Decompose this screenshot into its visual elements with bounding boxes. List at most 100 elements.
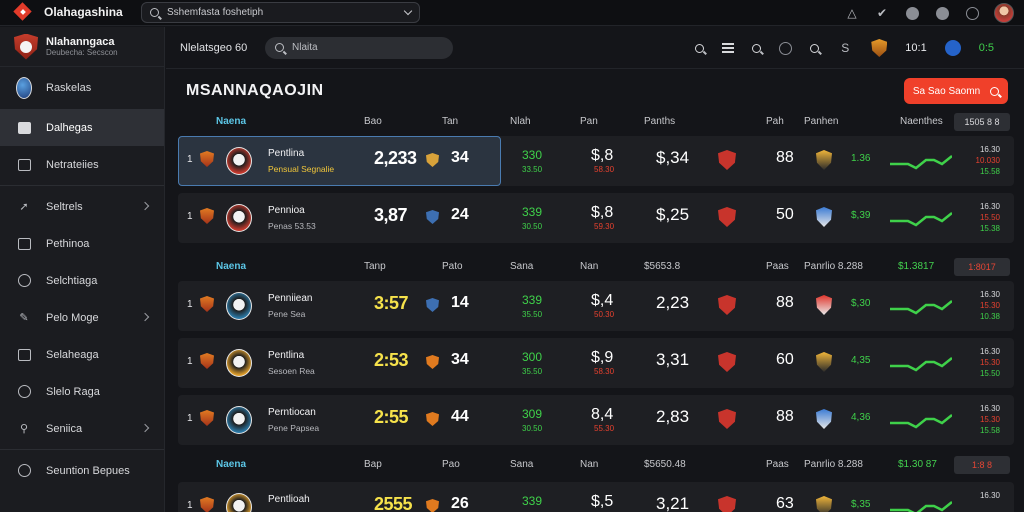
messages-icon[interactable] bbox=[934, 5, 950, 21]
header-col-5[interactable]: Pan bbox=[580, 116, 598, 127]
header-col-6[interactable]: $5650.48 bbox=[644, 459, 686, 470]
row-rank: 1 bbox=[187, 500, 193, 511]
header-name[interactable]: Naena bbox=[216, 459, 247, 470]
sidebar-item-7[interactable]: ✎ Pelo Moge bbox=[0, 299, 164, 336]
document-icon bbox=[16, 347, 32, 363]
table-row[interactable]: 1 Pentlina Pensual Segnalie 2,233 34 330… bbox=[178, 136, 1014, 186]
row-rank: 1 bbox=[187, 356, 193, 367]
header-col-9[interactable]: $1.30 87 bbox=[898, 459, 937, 470]
column-header-row: Naena Bao Tan Nlah Pan Panths Pah Panhen… bbox=[178, 111, 1014, 133]
team-subtitle: Pensual Segnalie bbox=[268, 164, 335, 174]
header-col-2[interactable]: Bao bbox=[364, 116, 382, 127]
header-more-button[interactable]: 1:8017 bbox=[954, 258, 1010, 276]
opponent-crest-icon bbox=[816, 496, 832, 512]
sidebar-item-5[interactable]: Pethinoa bbox=[0, 225, 164, 262]
header-more-button[interactable]: 1:8 8 bbox=[954, 456, 1010, 474]
sparkline-line bbox=[890, 414, 952, 429]
sidebar-item-label: Netrateiies bbox=[46, 158, 99, 171]
table-row[interactable]: 1 Perntiocan Pene Papsea 2:55 44 309 30.… bbox=[178, 395, 1014, 445]
header-col-5[interactable]: Nan bbox=[580, 261, 599, 272]
sidebar-item-4[interactable]: ➚ Seltrels bbox=[0, 188, 164, 225]
sidebar-item-3[interactable]: Netrateiies bbox=[0, 146, 164, 183]
header-col-2[interactable]: Tanp bbox=[364, 261, 386, 272]
sidebar-item-11[interactable]: Seuntion Bepues bbox=[0, 452, 164, 489]
team-crest-icon bbox=[226, 292, 252, 320]
sidebar-item-6[interactable]: Selchtiaga bbox=[0, 262, 164, 299]
header-col-8[interactable]: Panrlio 8.288 bbox=[804, 459, 863, 470]
header-col-2[interactable]: Bap bbox=[364, 459, 382, 470]
header-col-9[interactable]: Naenthes bbox=[900, 116, 943, 127]
sidebar-item-label: Seltrels bbox=[46, 200, 83, 213]
header-col-8[interactable]: Panhen bbox=[804, 116, 839, 127]
search-icon bbox=[990, 86, 1000, 96]
header-col-6[interactable]: $5653.8 bbox=[644, 261, 681, 272]
header-name[interactable]: Naena bbox=[216, 261, 247, 272]
search-icon[interactable] bbox=[695, 43, 705, 53]
find-icon[interactable] bbox=[810, 43, 820, 53]
table-row[interactable]: 1 Penniiean Pene Sea 3:57 14 339 35.50 $… bbox=[178, 281, 1014, 331]
header-col-8[interactable]: Panrlio 8.288 bbox=[804, 261, 863, 272]
shield-icon bbox=[718, 352, 736, 372]
header-col-4[interactable]: Sana bbox=[510, 261, 534, 272]
avatar[interactable] bbox=[994, 3, 1014, 23]
notifications-icon[interactable] bbox=[904, 5, 920, 21]
user-icon[interactable]: △ bbox=[847, 6, 857, 20]
filter-icon[interactable] bbox=[779, 41, 793, 55]
settings-icon[interactable] bbox=[964, 5, 980, 21]
header-col-3[interactable]: Tan bbox=[442, 116, 459, 127]
header-col-4[interactable]: Sana bbox=[510, 459, 534, 470]
brand-logo-icon bbox=[14, 4, 36, 20]
table-row[interactable]: 1 Pennioa Penas 53.53 3,87 24 339 30.50 … bbox=[178, 193, 1014, 243]
sidebar-item-2[interactable]: Dalhegas bbox=[0, 109, 164, 146]
header-more-button[interactable]: 1505 8 8 bbox=[954, 113, 1010, 131]
secondary-value: 24 bbox=[451, 206, 469, 223]
header-col-6[interactable]: Panths bbox=[644, 116, 676, 127]
header-name[interactable]: Naena bbox=[216, 116, 247, 127]
club-badge-icon[interactable] bbox=[871, 39, 888, 57]
team-name[interactable]: Pentlina bbox=[268, 148, 305, 159]
chevron-right-icon bbox=[140, 201, 150, 211]
stat-subvalue: 58.30 bbox=[594, 367, 615, 376]
table-search-input[interactable]: Nlaita bbox=[265, 36, 453, 59]
odds-line-2: 15.30 bbox=[979, 415, 1000, 424]
table-row[interactable]: 1 Pentlioah 2555 26 339 $,5 3,21 63 $,35… bbox=[178, 482, 1014, 512]
header-col-7[interactable]: Paas bbox=[766, 261, 789, 272]
sidebar-brand[interactable]: Nlahanngaca Deubecha: Secscon bbox=[0, 27, 164, 67]
price-value: 3,31 bbox=[656, 350, 690, 369]
header-col-9[interactable]: $1.3817 bbox=[898, 261, 935, 272]
header-col-3[interactable]: Pao bbox=[442, 459, 460, 470]
sidebar-item-8[interactable]: Selaheaga bbox=[0, 336, 164, 373]
odds-line-3: 15.58 bbox=[979, 426, 1000, 435]
currency-icon[interactable]: S bbox=[841, 41, 850, 55]
team-name[interactable]: Pentlioah bbox=[268, 494, 310, 505]
team-name[interactable]: Pennioa bbox=[268, 205, 305, 216]
search-icon bbox=[150, 8, 159, 17]
top-search-dropdown[interactable]: Sshemfasta foshetiph bbox=[141, 2, 420, 23]
header-col-5[interactable]: Nan bbox=[580, 459, 599, 470]
sidebar: Nlahanngaca Deubecha: Secscon Raskelas D… bbox=[0, 27, 165, 512]
team-name[interactable]: Penniiean bbox=[268, 293, 313, 304]
header-col-3[interactable]: Pato bbox=[442, 261, 463, 272]
sidebar-item-9[interactable]: Slelo Raga bbox=[0, 373, 164, 410]
zoom-icon[interactable] bbox=[752, 43, 762, 53]
app-brand[interactable]: Olahagashina bbox=[14, 4, 123, 20]
stat-value: $,5 bbox=[591, 493, 614, 510]
header-col-7[interactable]: Pah bbox=[766, 116, 784, 127]
header-col-4[interactable]: Nlah bbox=[510, 116, 531, 127]
team-name[interactable]: Pentlina bbox=[268, 350, 305, 361]
sidebar-item-10[interactable]: ⚲ Seniica bbox=[0, 410, 164, 447]
sparkline-chart bbox=[890, 414, 952, 429]
sidebar-item-1[interactable]: Raskelas bbox=[0, 67, 164, 109]
table-row[interactable]: 1 Pentlina Sesoen Rea 2:53 34 300 35.50 … bbox=[178, 338, 1014, 388]
team-name[interactable]: Perntiocan bbox=[268, 407, 316, 418]
pin-icon[interactable]: ✔ bbox=[876, 6, 888, 20]
team-logo-icon[interactable] bbox=[944, 40, 961, 56]
sidebar-item-label: Selaheaga bbox=[46, 348, 99, 361]
stat-value: $,4 bbox=[591, 292, 614, 309]
odds-line-3: 15.38 bbox=[979, 224, 1000, 233]
menu-icon[interactable] bbox=[722, 43, 735, 53]
search-action-button[interactable]: Sa Sao Saomn bbox=[904, 78, 1008, 104]
header-col-7[interactable]: Paas bbox=[766, 459, 789, 470]
odds-line-1: 16.30 bbox=[979, 347, 1000, 356]
score-readout: 10:1 bbox=[905, 42, 927, 54]
